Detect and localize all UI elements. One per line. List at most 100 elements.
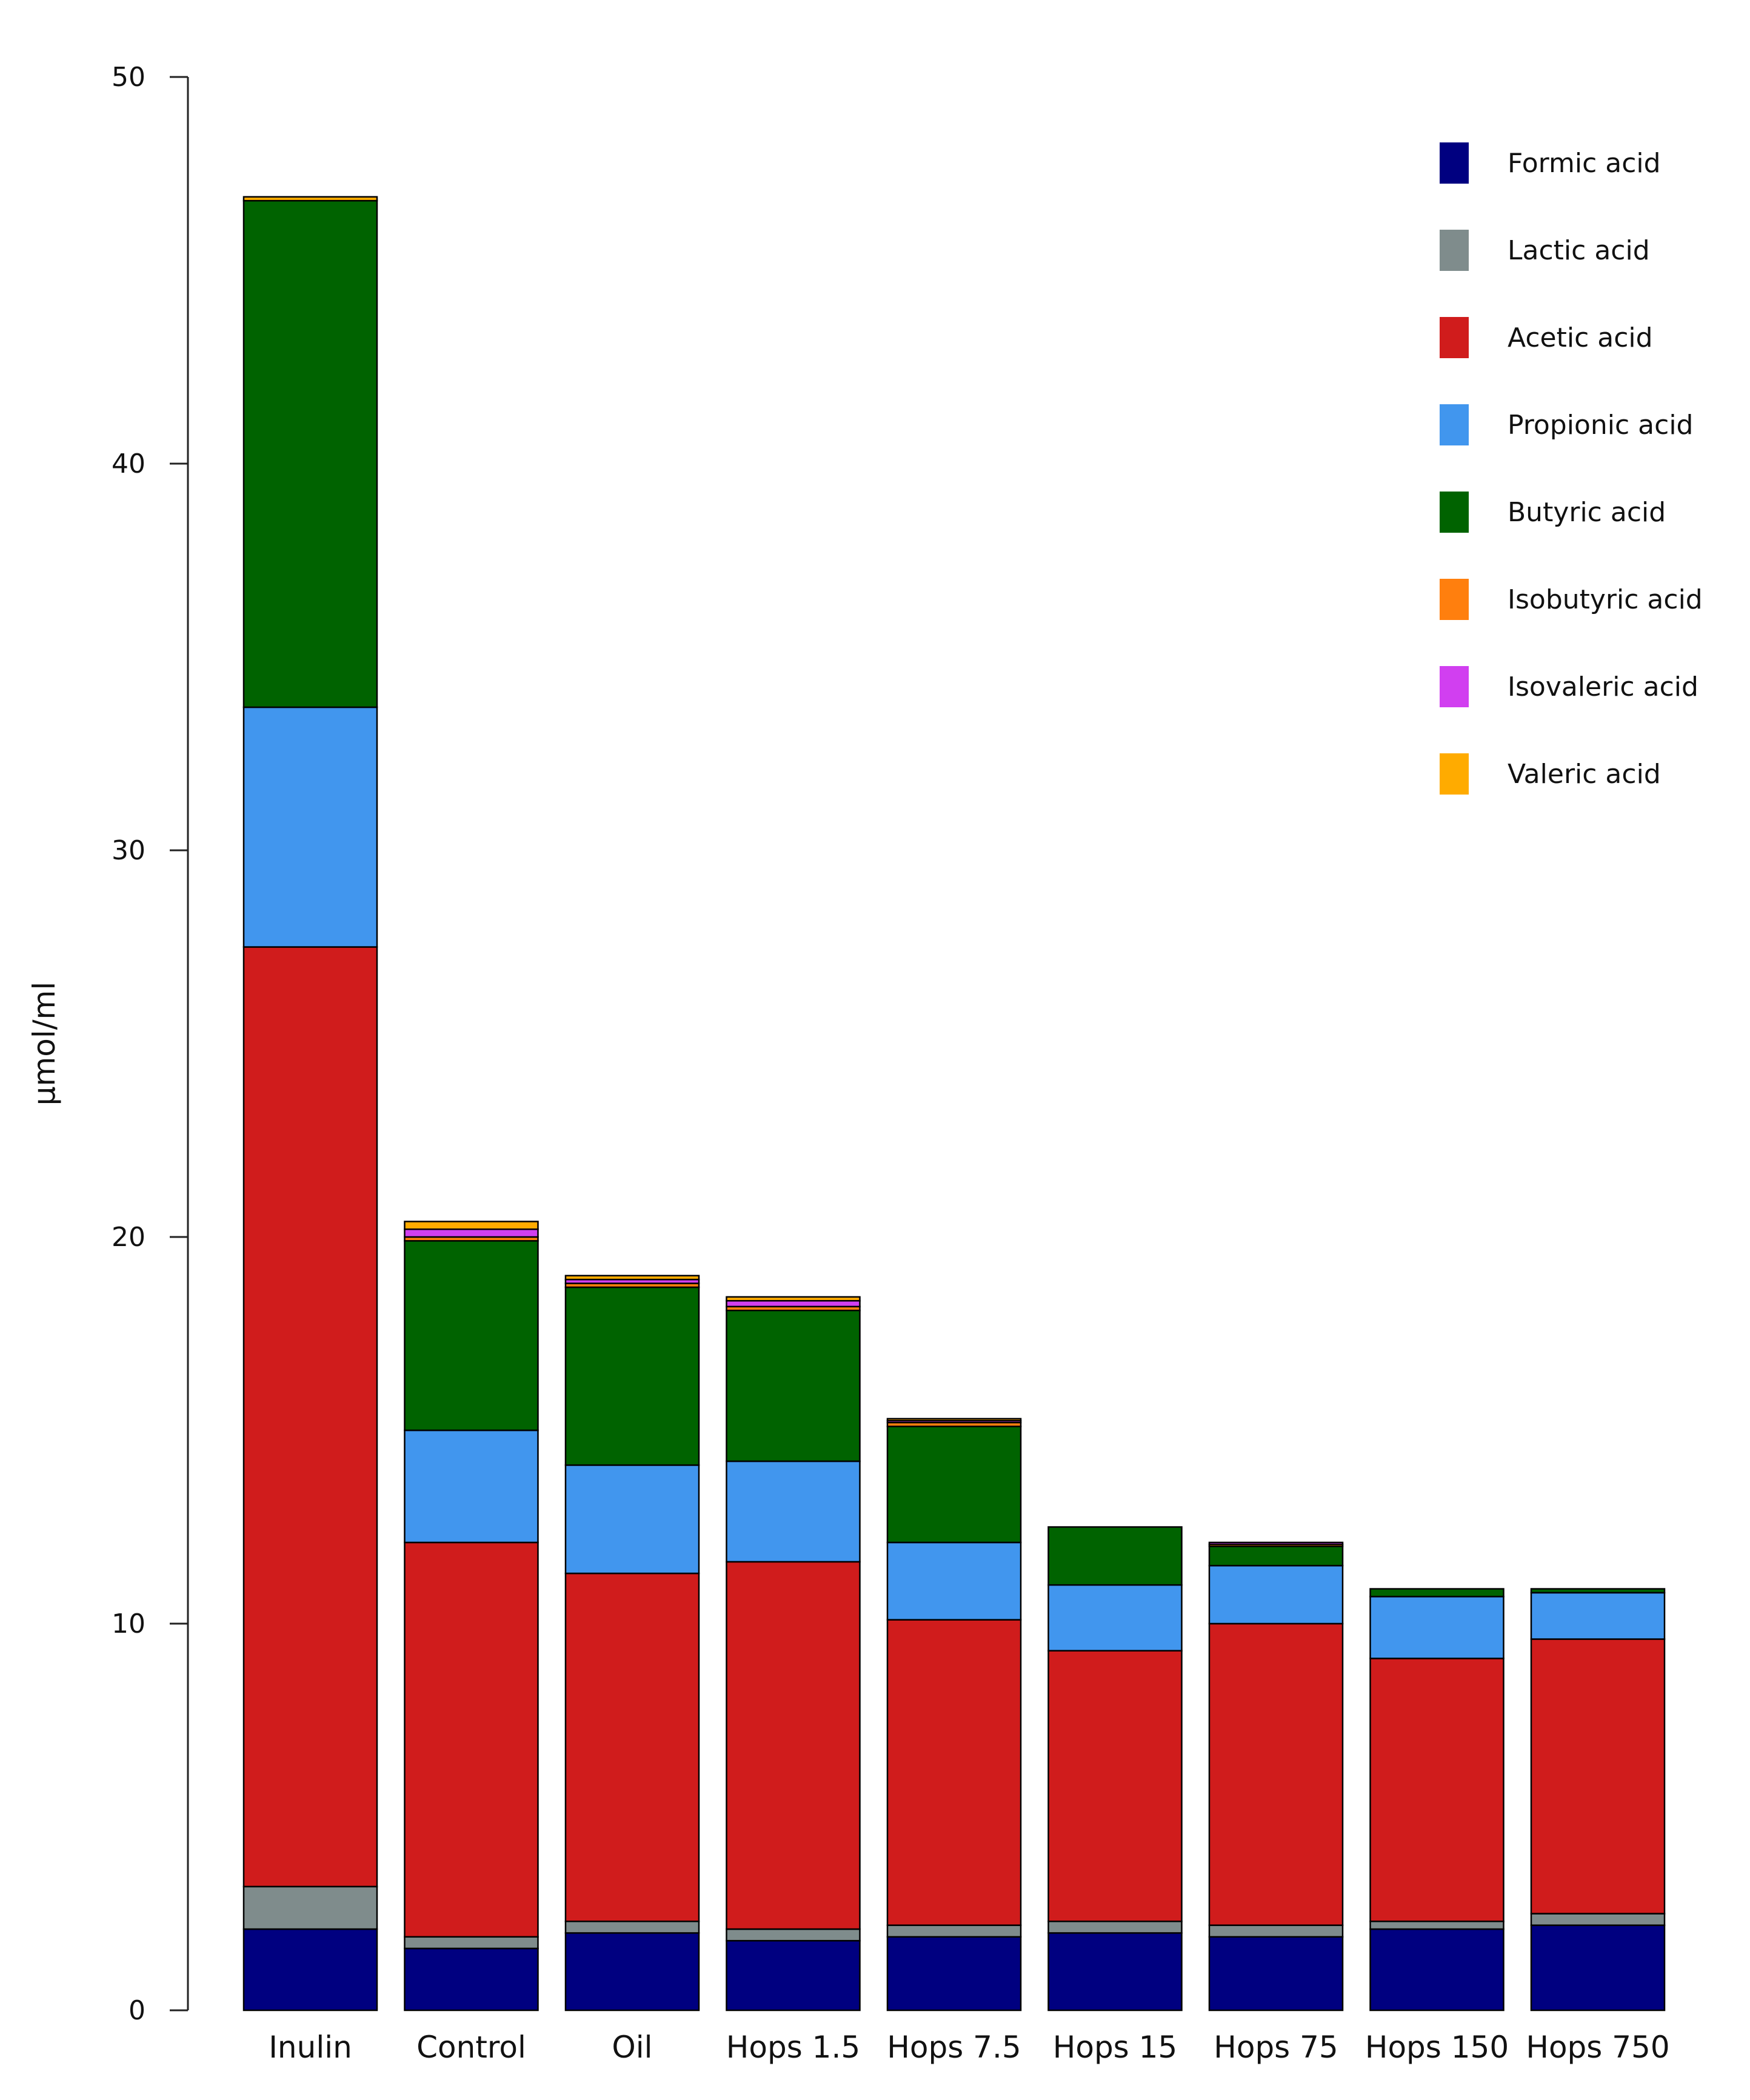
bar-segment-isovaleric-acid [726, 1300, 861, 1308]
legend-label: Butyric acid [1508, 497, 1666, 528]
y-tick-label: 40 [112, 448, 145, 479]
bar-segment-propionic-acid [726, 1460, 861, 1563]
bar-segment-formic-acid [1208, 1936, 1344, 2012]
bar-segment-butyric-acid [242, 199, 378, 708]
x-tick-label: Hops 75 [1214, 2030, 1338, 2065]
bar-segment-valeric-acid [242, 196, 378, 202]
bar-segment-lactic-acid [404, 1936, 539, 1950]
bar-segment-propionic-acid [1369, 1596, 1505, 1659]
y-axis-label: µmol/ml [27, 982, 62, 1105]
legend-label: Propionic acid [1508, 410, 1693, 441]
legend-item: Butyric acid [1440, 492, 1666, 533]
legend-item: Isovaleric acid [1440, 666, 1698, 707]
bar-segment-formic-acid [1369, 1928, 1505, 2012]
x-tick-label: Inulin [269, 2030, 352, 2065]
bar-stack [726, 1296, 861, 2012]
legend-item: Formic acid [1440, 142, 1661, 184]
legend-label: Lactic acid [1508, 235, 1650, 266]
bar-segment-formic-acid [726, 1939, 861, 2012]
bar-segment-valeric-acid [886, 1418, 1022, 1422]
legend-label: Formic acid [1508, 148, 1661, 179]
bar-segment-butyric-acid [1369, 1588, 1505, 1598]
bar-segment-propionic-acid [564, 1464, 700, 1575]
bar-segment-valeric-acid [404, 1221, 539, 1230]
legend-label: Isobutyric acid [1508, 584, 1703, 615]
bar-segment-acetic-acid [886, 1619, 1022, 1926]
bar-segment-lactic-acid [1369, 1921, 1505, 1930]
bar-stack [886, 1418, 1022, 2012]
bar-segment-acetic-acid [726, 1561, 861, 1930]
bar-stack [1530, 1588, 1666, 2012]
legend-swatch [1440, 142, 1469, 184]
bar-segment-lactic-acid [242, 1885, 378, 1930]
bar-stack [564, 1275, 700, 2012]
x-tick-label: Control [416, 2030, 526, 2065]
bar-segment-formic-acid [1047, 1932, 1183, 2012]
bar-segment-butyric-acid [1208, 1545, 1344, 1567]
legend-label: Valeric acid [1508, 759, 1661, 790]
bar-segment-propionic-acid [1047, 1584, 1183, 1652]
legend-swatch [1440, 317, 1469, 358]
bar-segment-butyric-acid [1047, 1526, 1183, 1586]
bar-segment-acetic-acid [404, 1541, 539, 1938]
bar-segment-lactic-acid [564, 1921, 700, 1934]
bar-segment-lactic-acid [1530, 1913, 1666, 1926]
bar-segment-lactic-acid [1208, 1924, 1344, 1938]
bar-segment-acetic-acid [1208, 1622, 1344, 1926]
bar-segment-acetic-acid [242, 946, 378, 1888]
bar-segment-acetic-acid [564, 1572, 700, 1922]
bar-segment-isovaleric-acid [1208, 1541, 1344, 1545]
bar-segment-formic-acid [564, 1932, 700, 2012]
bar-segment-formic-acid [1530, 1924, 1666, 2012]
bar-segment-valeric-acid [726, 1296, 861, 1302]
bar-segment-acetic-acid [1369, 1658, 1505, 1922]
bar-stack [1047, 1526, 1183, 2012]
x-tick-label: Hops 15 [1053, 2030, 1178, 2065]
x-tick-label: Oil [612, 2030, 652, 2065]
bar-segment-butyric-acid [404, 1240, 539, 1432]
bar-stack [1369, 1588, 1505, 2012]
bar-segment-formic-acid [404, 1947, 539, 2012]
legend-item: Propionic acid [1440, 404, 1693, 445]
bar-segment-butyric-acid [564, 1286, 700, 1466]
legend-swatch [1440, 230, 1469, 271]
bar-segment-lactic-acid [1047, 1921, 1183, 1934]
bar-segment-formic-acid [886, 1936, 1022, 2012]
legend-item: Isobutyric acid [1440, 579, 1703, 620]
legend-swatch [1440, 492, 1469, 533]
bar-segment-propionic-acid [886, 1541, 1022, 1621]
bar-segment-butyric-acid [726, 1309, 861, 1462]
bar-segment-valeric-acid [564, 1275, 700, 1281]
legend-item: Valeric acid [1440, 753, 1661, 795]
legend-swatch [1440, 404, 1469, 445]
bar-segment-isovaleric-acid [404, 1228, 539, 1238]
x-tick-label: Hops 1.5 [726, 2030, 860, 2065]
bar-segment-lactic-acid [726, 1928, 861, 1942]
bar-segment-formic-acid [242, 1928, 378, 2012]
x-tick-label: Hops 150 [1365, 2030, 1509, 2065]
legend-item: Acetic acid [1440, 317, 1653, 358]
bar-segment-butyric-acid [1530, 1588, 1666, 1594]
legend-label: Isovaleric acid [1508, 672, 1698, 702]
legend-item: Lactic acid [1440, 230, 1650, 271]
y-tick-label: 20 [112, 1222, 145, 1253]
bar-segment-propionic-acid [242, 706, 378, 948]
x-tick-label: Hops 7.5 [887, 2030, 1021, 2065]
x-axis-labels: Inulin Control Oil Hops 1.5 Hops 7.5 Hops 15 H… [269, 2030, 1669, 2065]
bar-segment-butyric-acid [886, 1425, 1022, 1544]
legend: Formic acid Lactic acid Acetic acid Propion… [1440, 142, 1703, 795]
legend-label: Acetic acid [1508, 322, 1653, 353]
bar-stack [242, 196, 378, 2012]
y-axis: 0 10 20 30 40 50 [112, 62, 189, 2026]
bar-segment-acetic-acid [1530, 1638, 1666, 1915]
bar-stack [1208, 1541, 1344, 2012]
bar-stack [404, 1221, 539, 2012]
bar-segment-propionic-acid [1530, 1592, 1666, 1640]
bar-segment-propionic-acid [404, 1429, 539, 1544]
bars [242, 196, 1666, 2012]
y-tick-label: 10 [112, 1608, 145, 1639]
x-tick-label: Hops 750 [1526, 2030, 1669, 2065]
y-tick-label: 30 [112, 835, 145, 866]
legend-swatch [1440, 579, 1469, 620]
y-tick-label: 0 [129, 1995, 145, 2026]
